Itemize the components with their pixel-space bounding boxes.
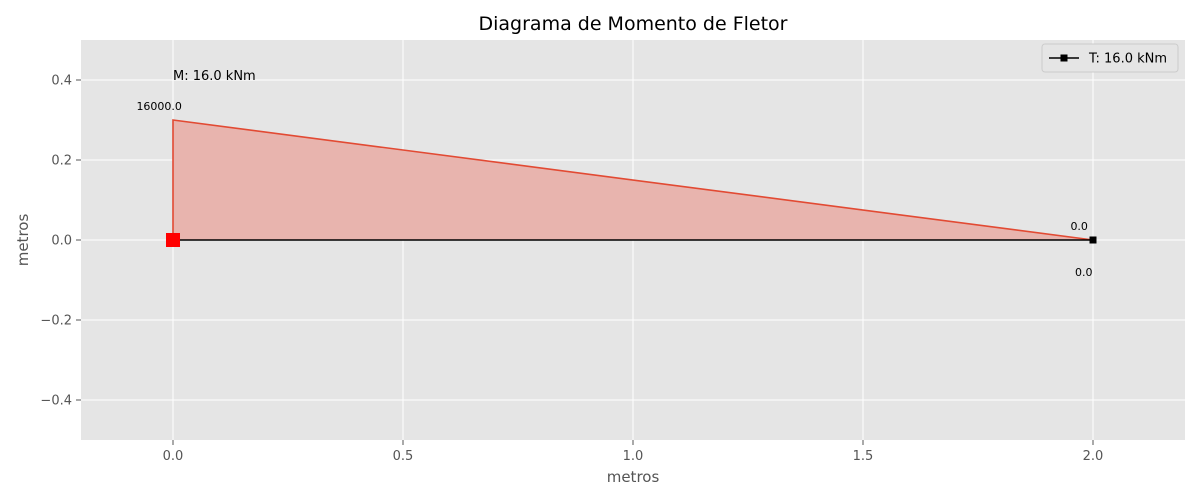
legend-box <box>1041 43 1179 73</box>
annotations: M: 16.0 kNm 16000.0 0.0 0.0 <box>136 69 1092 279</box>
legend-label: T: 16.0 kNm <box>1088 52 1167 67</box>
x-tick-label: 1.5 <box>853 449 874 464</box>
x-tick-label: 2.0 <box>1083 449 1104 464</box>
chart-title: Diagrama de Momento de Fletor <box>479 13 788 35</box>
x-axis-label: metros <box>607 468 660 486</box>
y-axis-ticks: −0.4 −0.2 0.0 0.2 0.4 <box>40 74 81 409</box>
annotation-label: 0.0 <box>1070 220 1088 233</box>
y-tick-label: 0.4 <box>51 74 72 89</box>
x-axis-ticks: 0.0 0.5 1.0 1.5 2.0 <box>163 440 1104 464</box>
moment-diagram-line <box>172 119 1094 241</box>
y-axis-label: metros <box>14 214 32 267</box>
y-tick-label: 0.0 <box>51 234 72 249</box>
x-tick-label: 0.0 <box>163 449 184 464</box>
y-tick-label: −0.4 <box>40 394 72 409</box>
annotation-label: 0.0 <box>1075 266 1093 279</box>
annotation-label: M: 16.0 kNm <box>173 69 256 84</box>
x-tick-label: 1.0 <box>623 449 644 464</box>
annotation-label: 16000.0 <box>136 100 182 113</box>
y-tick-label: −0.2 <box>40 314 72 329</box>
support-marker <box>166 233 180 247</box>
legend-marker <box>1060 54 1068 62</box>
legend: T: 16.0 kNm <box>1041 43 1179 73</box>
y-tick-label: 0.2 <box>51 154 72 169</box>
x-tick-label: 0.5 <box>393 449 414 464</box>
beam-end-marker <box>1089 236 1097 244</box>
